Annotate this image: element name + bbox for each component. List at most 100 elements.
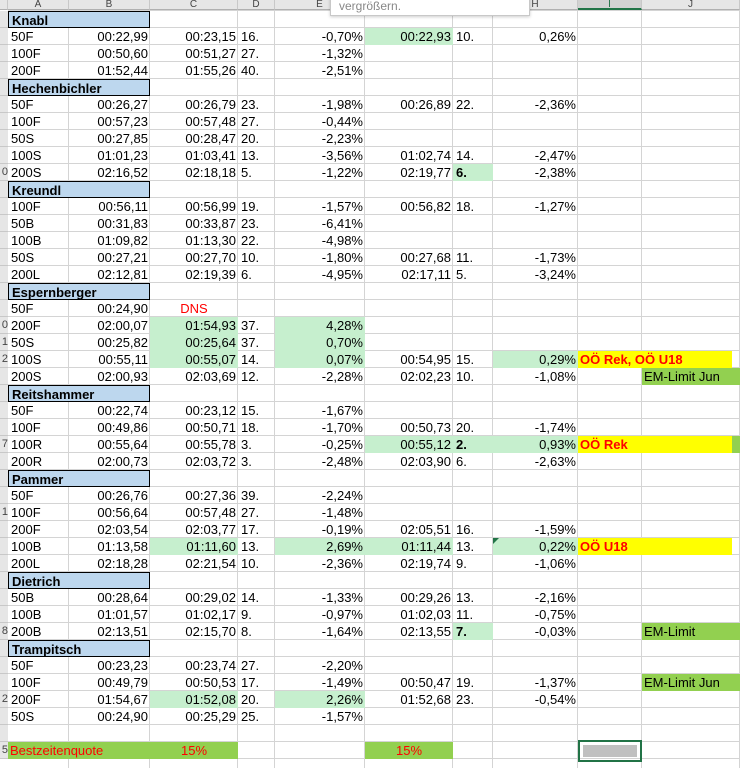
recent-time[interactable]: 00:27,68 xyxy=(400,250,451,265)
rank[interactable]: 20. xyxy=(241,692,260,707)
diff-percent[interactable]: 0,07% xyxy=(275,351,365,368)
recent-time[interactable]: 02:03,90 xyxy=(400,454,451,469)
recent-diff[interactable]: -1,59% xyxy=(534,522,576,537)
diff-percent[interactable]: -3,56% xyxy=(321,148,363,163)
season-time[interactable]: 00:56,99 xyxy=(185,199,236,214)
recent-rank[interactable]: 11. xyxy=(456,250,474,265)
season-time[interactable]: 00:23,12 xyxy=(185,403,236,418)
best-time[interactable]: 00:26,76 xyxy=(97,488,148,503)
season-time[interactable]: 01:03,41 xyxy=(185,148,236,163)
recent-time[interactable]: 00:56,82 xyxy=(400,199,451,214)
row-header[interactable] xyxy=(0,572,8,589)
best-time[interactable]: 00:55,64 xyxy=(97,437,148,452)
column-header-d[interactable]: D xyxy=(238,0,275,10)
swimmer-name[interactable]: Reitshammer xyxy=(8,385,150,402)
row-header[interactable] xyxy=(0,249,8,266)
event[interactable]: 50B xyxy=(11,216,35,231)
recent-diff[interactable]: -1,27% xyxy=(534,199,576,214)
event[interactable]: 100S xyxy=(11,148,42,163)
event[interactable]: 200S xyxy=(11,165,42,180)
season-time[interactable]: 00:29,02 xyxy=(185,590,236,605)
recent-time[interactable]: 02:19,74 xyxy=(400,556,451,571)
recent-rank[interactable]: 10. xyxy=(456,29,475,44)
recent-rank[interactable]: 19. xyxy=(456,675,475,690)
recent-rank[interactable]: 13. xyxy=(456,539,475,554)
best-time[interactable]: 01:01,23 xyxy=(97,148,148,163)
rank[interactable]: 13. xyxy=(241,148,260,163)
row-header[interactable] xyxy=(0,674,8,691)
best-time[interactable]: 00:24,90 xyxy=(97,709,148,724)
row-header[interactable]: 1 xyxy=(0,504,8,521)
diff-percent[interactable]: 2,69% xyxy=(275,538,365,555)
season-time[interactable]: 01:52,08 xyxy=(150,691,238,708)
row-header[interactable] xyxy=(0,198,8,215)
best-time[interactable]: 00:49,79 xyxy=(97,675,148,690)
column-header-a[interactable]: A xyxy=(8,0,69,10)
best-time[interactable]: 00:27,21 xyxy=(97,250,148,265)
diff-percent[interactable]: -4,98% xyxy=(321,233,363,248)
record-note[interactable]: OÖ U18 xyxy=(578,538,732,555)
event[interactable]: 50S xyxy=(11,335,35,350)
event[interactable]: 100B xyxy=(11,539,42,554)
recent-diff[interactable]: 0,22% xyxy=(493,538,578,555)
event[interactable]: 200L xyxy=(11,556,40,571)
rank[interactable]: 39. xyxy=(241,488,260,503)
recent-time[interactable]: 02:19,77 xyxy=(400,165,451,180)
recent-rank[interactable]: 11. xyxy=(456,607,474,622)
event[interactable]: 200F xyxy=(11,692,41,707)
row-header[interactable]: 8 xyxy=(0,623,8,640)
season-time[interactable]: 00:51,27 xyxy=(185,46,236,61)
recent-rank[interactable]: 6. xyxy=(453,164,493,181)
rank[interactable]: 8. xyxy=(241,624,252,639)
recent-rank[interactable]: 23. xyxy=(456,692,475,707)
rank[interactable]: 25. xyxy=(241,709,260,724)
recent-time[interactable]: 02:13,55 xyxy=(400,624,451,639)
diff-percent[interactable]: -2,51% xyxy=(321,63,363,78)
diff-percent[interactable]: -1,70% xyxy=(321,420,363,435)
row-header[interactable] xyxy=(0,11,8,28)
select-all-corner[interactable] xyxy=(0,0,8,10)
row-header[interactable] xyxy=(0,453,8,470)
event[interactable]: 50F xyxy=(11,29,34,44)
season-time[interactable]: 00:25,29 xyxy=(185,709,236,724)
record-note[interactable]: OÖ Rek, OÖ U18 xyxy=(578,351,732,368)
row-header[interactable] xyxy=(0,657,8,674)
season-time[interactable]: 00:26,79 xyxy=(185,97,236,112)
quote-value-f[interactable]: 15% xyxy=(395,743,423,758)
diff-percent[interactable]: -1,32% xyxy=(321,46,363,61)
row-header[interactable] xyxy=(0,385,8,402)
rank[interactable]: 13. xyxy=(241,539,260,554)
rank[interactable]: 27. xyxy=(241,46,260,61)
recent-diff[interactable]: 0,26% xyxy=(539,29,576,44)
row-header[interactable] xyxy=(0,130,8,147)
event[interactable]: 50F xyxy=(11,488,34,503)
best-time[interactable]: 00:50,60 xyxy=(97,46,148,61)
row-header[interactable] xyxy=(0,232,8,249)
recent-rank[interactable]: 15. xyxy=(456,352,475,367)
event[interactable]: 200F xyxy=(11,522,41,537)
event[interactable]: 200B xyxy=(11,624,42,639)
best-time[interactable]: 00:27,85 xyxy=(97,131,148,146)
rank[interactable]: 37. xyxy=(241,335,260,350)
recent-time[interactable]: 01:52,68 xyxy=(400,692,451,707)
event[interactable]: 100F xyxy=(11,420,41,435)
rank[interactable]: 6. xyxy=(241,267,252,282)
diff-percent[interactable]: -1,33% xyxy=(321,590,363,605)
diff-percent[interactable]: -2,36% xyxy=(321,556,363,571)
event[interactable]: 100S xyxy=(11,352,42,367)
recent-diff[interactable]: -0,54% xyxy=(534,692,576,707)
recent-time[interactable]: 00:50,47 xyxy=(400,675,451,690)
season-time[interactable]: 00:25,64 xyxy=(150,334,238,351)
recent-time[interactable]: 02:17,11 xyxy=(401,267,451,282)
best-time[interactable]: 00:23,23 xyxy=(97,658,148,673)
event[interactable]: 50S xyxy=(11,250,35,265)
season-time[interactable]: 01:02,17 xyxy=(185,607,236,622)
season-time[interactable]: 00:57,48 xyxy=(185,114,236,129)
season-time[interactable]: 02:15,70 xyxy=(185,624,236,639)
row-header[interactable] xyxy=(0,402,8,419)
rank[interactable]: 20. xyxy=(241,131,260,146)
best-time[interactable]: 01:01,57 xyxy=(97,607,148,622)
diff-percent[interactable]: 2,26% xyxy=(275,691,365,708)
event[interactable]: 50F xyxy=(11,97,34,112)
